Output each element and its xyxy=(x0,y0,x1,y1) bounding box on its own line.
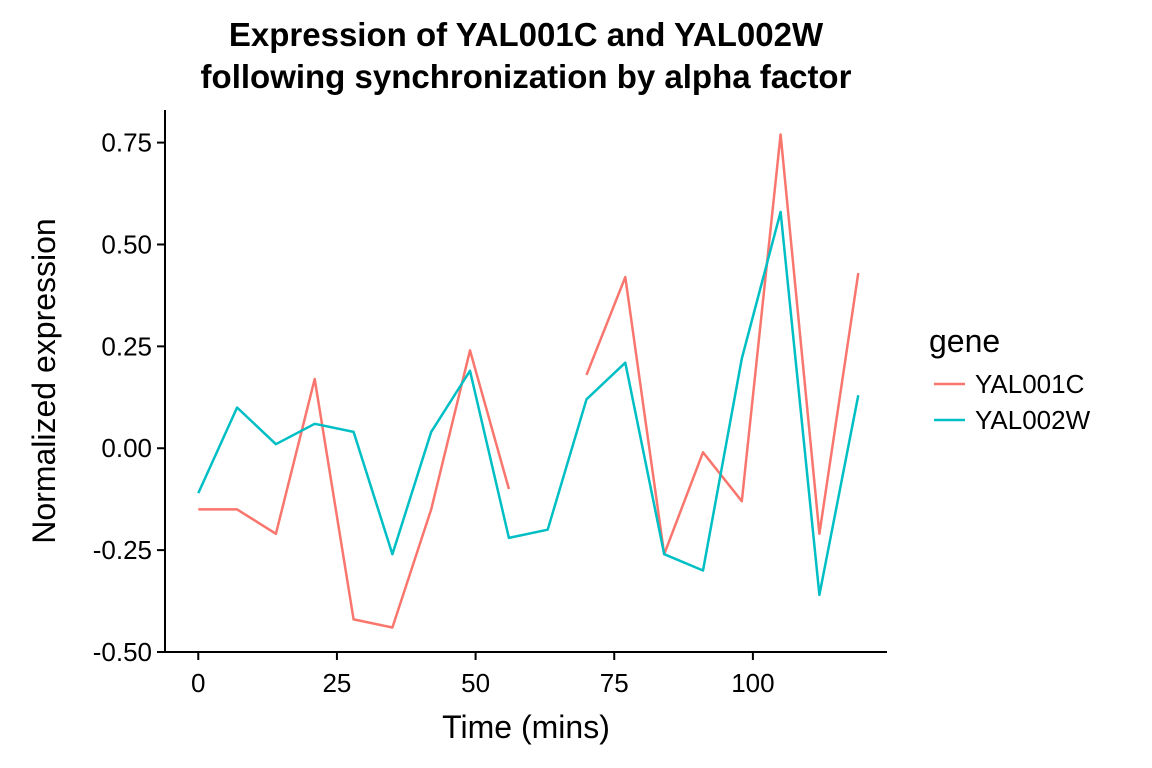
legend-label-yal001c: YAL001C xyxy=(975,369,1084,399)
legend-label-yal002w: YAL002W xyxy=(975,405,1091,435)
x-tick-label: 0 xyxy=(191,668,205,698)
y-tick-label: 0.50 xyxy=(101,229,152,259)
y-axis-ticks: -0.50 -0.25 0.00 0.25 0.50 0.75 xyxy=(93,128,165,667)
y-tick-label: 0.25 xyxy=(101,331,152,361)
series-line-yal002w xyxy=(197,210,860,597)
legend-title: gene xyxy=(929,323,1000,359)
y-tick-label: 0.00 xyxy=(101,433,152,463)
plot-lines xyxy=(197,133,860,629)
x-tick-label: 100 xyxy=(731,668,774,698)
legend-items: YAL001C YAL002W xyxy=(934,369,1091,435)
x-axis-ticks: 0 25 50 75 100 xyxy=(191,652,775,698)
series-line-yal001c xyxy=(198,349,511,629)
y-tick-label: -0.50 xyxy=(93,637,152,667)
x-tick-label: 50 xyxy=(461,668,490,698)
series-line-yal001c xyxy=(585,133,860,556)
y-axis-title: Normalized expression xyxy=(26,218,62,543)
x-axis-title: Time (mins) xyxy=(442,709,610,745)
y-tick-label: -0.25 xyxy=(93,535,152,565)
chart-title-line-1: Expression of YAL001C and YAL002W xyxy=(229,16,824,53)
x-tick-label: 75 xyxy=(600,668,629,698)
y-tick-label: 0.75 xyxy=(101,128,152,158)
chart-title-line-2: following synchronization by alpha facto… xyxy=(201,58,852,95)
x-tick-label: 25 xyxy=(322,668,351,698)
legend: gene YAL001C YAL002W xyxy=(929,323,1091,435)
